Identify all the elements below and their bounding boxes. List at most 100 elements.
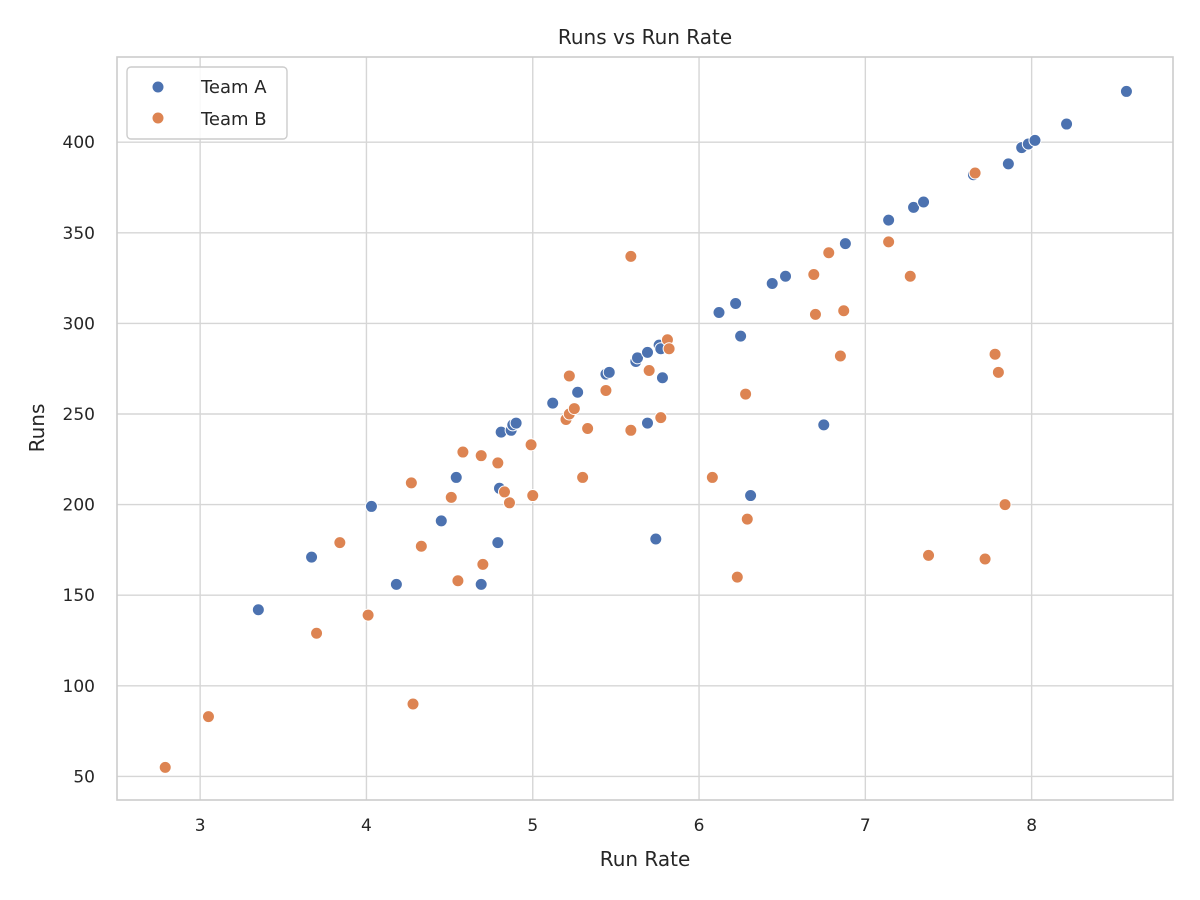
data-point: [602, 365, 616, 379]
data-point: [807, 267, 821, 281]
data-point: [491, 536, 505, 550]
data-point: [456, 445, 470, 459]
data-point: [922, 548, 936, 562]
x-axis-ticks: 3 4 5 6 7 8: [195, 816, 1037, 836]
data-point: [631, 351, 645, 365]
data-point: [729, 296, 743, 310]
y-axis-label: Runs: [25, 404, 49, 453]
data-point: [765, 277, 779, 291]
data-point: [526, 489, 540, 503]
series-team-b: [158, 166, 1012, 774]
y-axis-ticks: 50 100 150 200 250 300 350 400: [63, 133, 95, 787]
legend: Team A Team B: [126, 66, 288, 140]
data-point: [333, 536, 347, 550]
data-point: [158, 760, 172, 774]
data-point: [907, 200, 921, 214]
data-point: [833, 349, 847, 363]
grid: [117, 57, 1173, 800]
data-point: [581, 422, 595, 435]
data-point: [1001, 157, 1015, 171]
data-point: [444, 490, 458, 504]
y-tick-label: 150: [63, 586, 95, 606]
data-point: [389, 577, 403, 591]
data-point: [662, 342, 676, 356]
legend-marker-team-b: [151, 111, 165, 125]
data-point: [978, 552, 992, 566]
data-point: [642, 364, 656, 378]
data-point: [524, 438, 538, 452]
legend-box: [126, 66, 288, 140]
data-point: [491, 456, 505, 470]
data-point: [599, 383, 613, 397]
data-point: [201, 710, 215, 724]
data-point: [649, 532, 663, 546]
data-point: [822, 246, 836, 260]
data-point: [808, 307, 822, 321]
data-point: [712, 306, 726, 320]
data-point: [837, 304, 851, 318]
data-point: [310, 626, 324, 640]
x-axis-label: Run Rate: [600, 847, 691, 871]
x-tick-label: 8: [1026, 816, 1037, 836]
data-point: [449, 470, 463, 484]
data-point: [988, 347, 1002, 361]
data-point: [779, 269, 793, 283]
data-point: [474, 577, 488, 591]
y-tick-label: 100: [63, 677, 95, 697]
data-point: [1119, 84, 1133, 98]
legend-label-team-a: Team A: [200, 77, 267, 98]
data-point: [882, 235, 896, 249]
data-point: [571, 385, 585, 399]
y-tick-label: 50: [73, 767, 95, 787]
data-point: [497, 485, 511, 499]
data-point: [251, 603, 265, 617]
data-point: [730, 570, 744, 584]
data-point: [655, 371, 669, 385]
y-tick-label: 300: [63, 314, 95, 334]
data-point: [567, 402, 581, 416]
data-point: [991, 365, 1005, 379]
y-tick-label: 200: [63, 496, 95, 516]
legend-label-team-b: Team B: [200, 109, 267, 130]
data-point: [1060, 117, 1074, 131]
y-tick-label: 400: [63, 133, 95, 153]
data-point: [546, 396, 560, 410]
data-point: [654, 411, 668, 425]
data-point: [502, 496, 516, 510]
data-point: [474, 449, 488, 463]
data-point: [509, 416, 523, 430]
data-point: [968, 166, 982, 180]
data-point: [734, 329, 748, 343]
data-point: [624, 423, 638, 437]
chart-title: Runs vs Run Rate: [558, 25, 732, 49]
data-point: [882, 213, 896, 227]
data-point: [998, 498, 1012, 512]
data-point: [476, 557, 490, 571]
data-point: [361, 608, 375, 622]
data-point: [1028, 133, 1042, 147]
x-tick-label: 7: [860, 816, 871, 836]
data-point: [838, 237, 852, 251]
data-point: [406, 697, 420, 711]
data-points: [158, 84, 1133, 774]
data-point: [414, 539, 428, 553]
data-point: [740, 512, 754, 526]
data-point: [705, 470, 719, 484]
data-point: [451, 574, 465, 588]
data-point: [903, 269, 917, 283]
legend-marker-team-a: [151, 80, 165, 94]
data-point: [364, 499, 378, 513]
x-tick-label: 3: [195, 816, 206, 836]
data-point: [562, 369, 576, 383]
data-point: [640, 345, 654, 359]
data-point: [640, 416, 654, 430]
data-point: [404, 476, 418, 490]
data-point: [744, 489, 758, 503]
data-point: [576, 470, 590, 484]
x-tick-label: 5: [527, 816, 538, 836]
x-tick-label: 4: [361, 816, 372, 836]
data-point: [624, 249, 638, 263]
data-point: [434, 514, 448, 528]
plot-frame: [116, 56, 1174, 801]
